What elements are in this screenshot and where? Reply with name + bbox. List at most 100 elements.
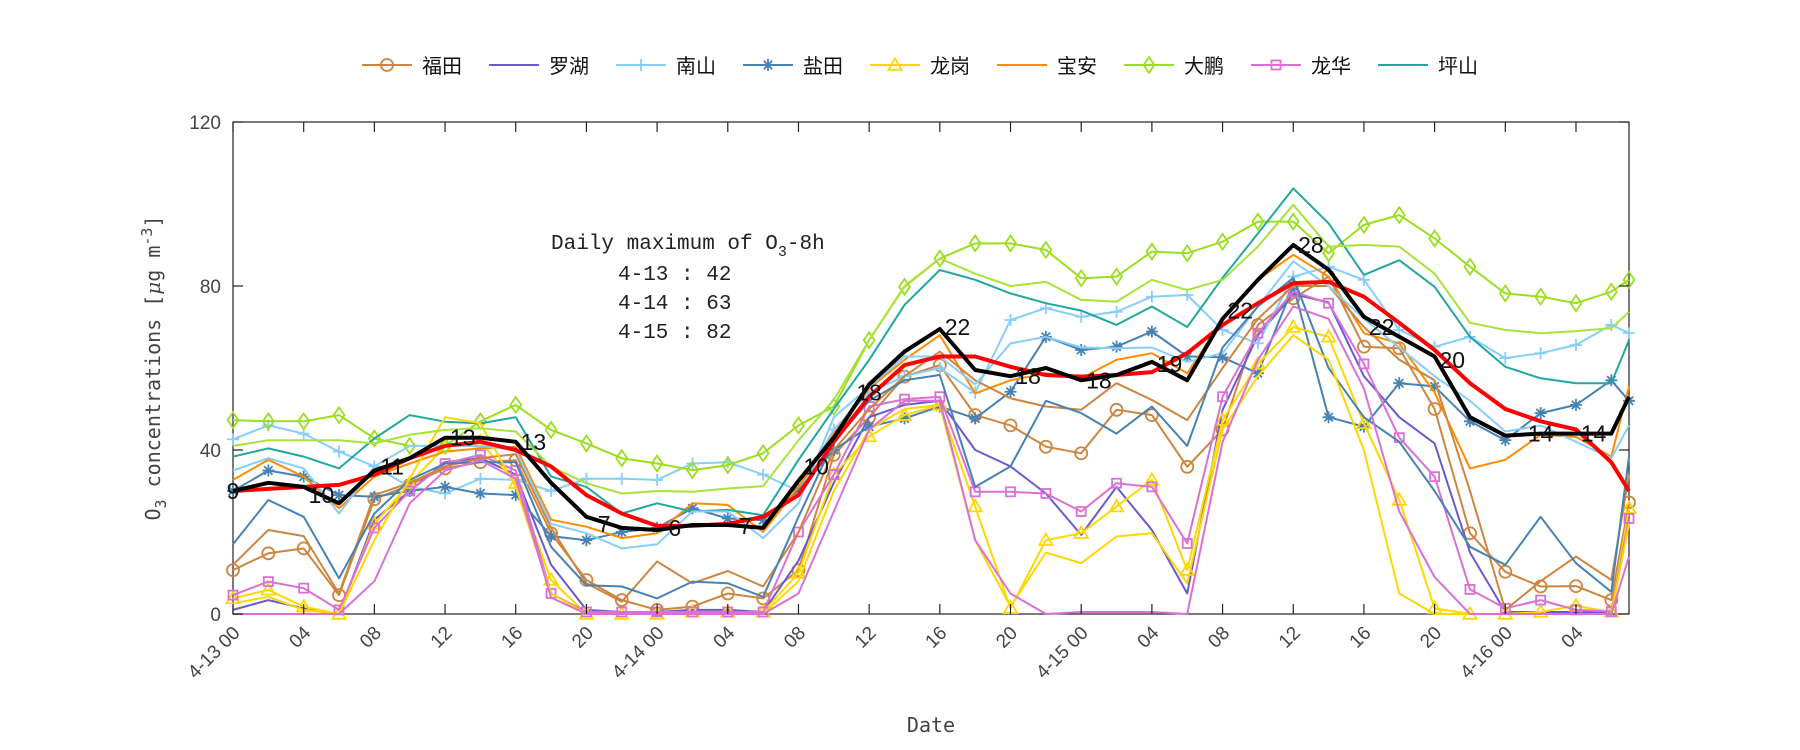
series-line [232, 187, 1630, 517]
y-tick-label: 0 [210, 605, 221, 626]
marker-triangle [1620, 499, 1638, 514]
marker-asterisk [1322, 411, 1335, 424]
marker-circle [1427, 402, 1442, 416]
x-tick-label: 4-14 00 [608, 623, 668, 683]
marker-square [1429, 471, 1441, 483]
legend-label: 宝安 [1057, 54, 1097, 78]
marker-plus [1075, 310, 1088, 323]
marker-triangle [896, 406, 913, 421]
marker-asterisk [1605, 374, 1618, 387]
marker-diamond [1286, 212, 1300, 232]
x-tick-label: 08 [780, 623, 810, 653]
marker-asterisk [1110, 340, 1123, 353]
annotation-title: Daily maximum of O3-8h [551, 233, 825, 261]
marker-plus [933, 362, 946, 374]
marker-asterisk [1463, 415, 1476, 428]
marker-circle [261, 546, 276, 561]
marker-diamond [226, 410, 240, 430]
marker-diamond [1428, 229, 1442, 248]
line-value-label: 22 [1369, 314, 1395, 340]
marker-square [1005, 486, 1016, 498]
line-value-label: 20 [1439, 347, 1465, 373]
marker-square [510, 465, 522, 476]
marker-square [1535, 594, 1547, 606]
marker-square [1181, 538, 1193, 549]
marker-square [298, 582, 310, 594]
marker-asterisk [1004, 385, 1017, 398]
line-value-label: 9 [227, 478, 240, 504]
line-value-label: 10 [803, 453, 829, 479]
x-tick-label: 20 [568, 623, 598, 653]
marker-circle [1038, 439, 1053, 454]
marker-triangle [1214, 411, 1231, 426]
marker-asterisk [1145, 325, 1158, 338]
marker-plus [651, 473, 664, 486]
marker-triangle [886, 56, 904, 71]
legend-label: 福田 [422, 54, 462, 78]
x-tick-label: 4-16 00 [1456, 623, 1516, 683]
marker-diamond [509, 395, 523, 415]
marker-diamond [1322, 243, 1336, 263]
marker-diamond [1145, 242, 1159, 261]
marker-asterisk [509, 489, 522, 502]
marker-square [1146, 481, 1158, 493]
line-value-labels: 9 10 11 13 13 7 6 7 10 18 22 18 18 19 22 28 22 20 14 14 [227, 232, 1607, 541]
marker-plus [474, 472, 487, 485]
series-unlabeled-13 [232, 203, 1630, 495]
marker-triangle [1143, 471, 1161, 486]
marker-asterisk [333, 489, 346, 502]
legend-item-盐田: 盐田 [743, 54, 843, 78]
marker-diamond [721, 455, 735, 475]
marker-circle [1109, 402, 1124, 417]
marker-square [1358, 358, 1370, 370]
legend-item-龙华: 龙华 [1251, 54, 1351, 78]
marker-asterisk [1075, 343, 1088, 356]
marker-plus [333, 445, 346, 458]
x-tick-label: 4-13 00 [184, 623, 244, 683]
annotation-line-3: 4-15 : 82 [618, 322, 731, 345]
marker-circle [296, 541, 311, 556]
marker-square [368, 522, 380, 534]
marker-square [1075, 506, 1087, 517]
marker-circle [1357, 339, 1371, 354]
marker-diamond [1622, 270, 1636, 290]
marker-plus [1393, 323, 1406, 336]
line-value-label: 22 [945, 314, 971, 340]
marker-square [404, 485, 416, 497]
marker-diamond [1251, 212, 1265, 232]
series-unlabeled-12 [232, 334, 1630, 615]
legend-label: 大鹏 [1184, 54, 1224, 78]
marker-square [1605, 606, 1617, 617]
line-value-label: 11 [380, 453, 404, 479]
marker-asterisk [580, 534, 593, 547]
x-tick-label: 16 [922, 623, 952, 653]
marker-circle [1180, 459, 1195, 474]
x-tick-label: 04 [1134, 622, 1164, 652]
x-tick-label: 20 [1416, 623, 1446, 653]
marker-square [899, 393, 910, 405]
marker-asterisk [1428, 380, 1441, 393]
legend-item-大鹏: 大鹏 [1124, 54, 1224, 78]
marker-diamond [1569, 293, 1583, 313]
marker-diamond [685, 460, 699, 480]
legend-label: 坪山 [1438, 54, 1478, 78]
marker-plus [1251, 337, 1264, 350]
series-line [232, 279, 1631, 528]
marker-asterisk [1181, 350, 1194, 363]
marker-diamond [968, 233, 982, 253]
x-tick-label: 4-15 00 [1032, 623, 1092, 683]
marker-plus [1004, 314, 1017, 327]
marker-circle [720, 586, 735, 601]
marker-diamond [403, 436, 417, 456]
marker-plus [1569, 339, 1582, 352]
marker-square [1464, 584, 1476, 595]
marker-square [227, 589, 239, 601]
marker-square [1040, 488, 1052, 499]
series-line [232, 253, 1630, 540]
marker-asterisk [1393, 377, 1406, 390]
marker-asterisk [1499, 434, 1512, 447]
marker-asterisk [762, 59, 774, 71]
marker-plus [615, 472, 628, 485]
line-value-label: 13 [521, 429, 547, 455]
